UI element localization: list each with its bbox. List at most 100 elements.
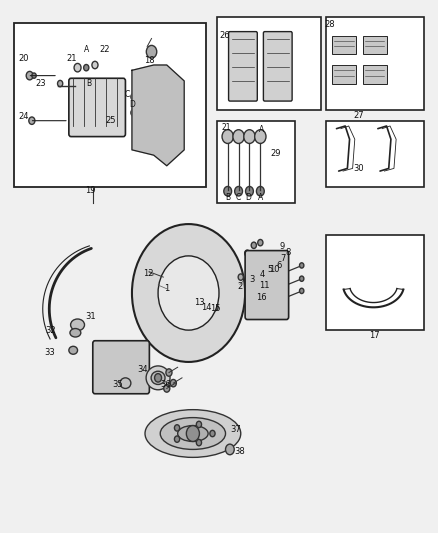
Text: 25: 25 — [106, 116, 117, 125]
Circle shape — [196, 421, 201, 427]
Circle shape — [198, 301, 203, 307]
Circle shape — [249, 269, 254, 275]
Ellipse shape — [167, 91, 176, 98]
Text: C: C — [125, 90, 130, 99]
Text: 15: 15 — [210, 304, 221, 313]
Text: A: A — [84, 45, 89, 54]
Text: A: A — [259, 125, 264, 134]
Text: 38: 38 — [234, 447, 245, 456]
Text: 7: 7 — [281, 254, 286, 263]
Bar — [325, 17, 424, 110]
Text: 37: 37 — [230, 425, 241, 434]
Circle shape — [246, 187, 253, 196]
Text: B: B — [86, 79, 91, 88]
Circle shape — [84, 64, 89, 71]
Bar — [363, 65, 387, 84]
Circle shape — [265, 259, 270, 265]
Circle shape — [244, 130, 255, 143]
Text: 20: 20 — [19, 54, 29, 62]
Circle shape — [224, 187, 232, 196]
Text: 9: 9 — [279, 243, 285, 252]
Text: 30: 30 — [353, 164, 364, 173]
Ellipse shape — [167, 107, 176, 114]
Text: 24: 24 — [19, 112, 29, 122]
Text: 4: 4 — [260, 270, 265, 279]
Text: 18: 18 — [144, 56, 155, 65]
Circle shape — [155, 374, 162, 382]
Ellipse shape — [132, 224, 245, 362]
FancyBboxPatch shape — [93, 341, 149, 394]
Ellipse shape — [69, 346, 78, 354]
Circle shape — [186, 425, 199, 441]
Ellipse shape — [131, 92, 142, 102]
Circle shape — [178, 280, 199, 306]
Text: D: D — [246, 193, 251, 202]
Circle shape — [300, 276, 304, 281]
Bar — [14, 22, 206, 187]
Text: 23: 23 — [35, 79, 46, 88]
Circle shape — [210, 430, 215, 437]
Text: B: B — [225, 193, 230, 202]
Circle shape — [300, 263, 304, 268]
Text: D: D — [129, 100, 135, 109]
Circle shape — [258, 239, 263, 246]
Circle shape — [222, 130, 233, 143]
Circle shape — [174, 425, 180, 431]
Ellipse shape — [151, 371, 165, 384]
Circle shape — [26, 71, 33, 80]
Text: 34: 34 — [138, 366, 148, 374]
Text: 16: 16 — [256, 293, 267, 302]
Circle shape — [235, 187, 243, 196]
Circle shape — [251, 242, 256, 248]
Circle shape — [257, 263, 262, 270]
Text: 32: 32 — [45, 326, 56, 335]
Text: 8: 8 — [285, 248, 290, 257]
Text: 29: 29 — [270, 149, 281, 158]
Ellipse shape — [260, 266, 273, 278]
Text: 31: 31 — [85, 312, 96, 321]
Circle shape — [205, 303, 210, 310]
Circle shape — [245, 250, 250, 256]
Bar — [363, 36, 387, 54]
Text: 10: 10 — [269, 265, 280, 273]
Polygon shape — [132, 65, 184, 166]
Ellipse shape — [178, 425, 208, 441]
Text: C: C — [236, 193, 241, 202]
FancyBboxPatch shape — [229, 31, 257, 101]
FancyBboxPatch shape — [245, 251, 289, 319]
Ellipse shape — [158, 256, 219, 330]
Text: 12: 12 — [143, 269, 154, 278]
Circle shape — [92, 61, 98, 69]
Text: 19: 19 — [85, 186, 96, 195]
Bar — [332, 36, 356, 54]
Circle shape — [256, 187, 264, 196]
Text: 1: 1 — [164, 284, 170, 293]
Text: 11: 11 — [259, 280, 270, 289]
Text: 17: 17 — [370, 331, 380, 340]
Circle shape — [174, 436, 180, 442]
Text: 22: 22 — [100, 45, 110, 54]
Circle shape — [226, 444, 234, 455]
Circle shape — [300, 288, 304, 294]
Circle shape — [146, 45, 157, 58]
Ellipse shape — [160, 418, 226, 449]
Text: 26: 26 — [220, 31, 230, 41]
Text: A: A — [258, 193, 263, 202]
Circle shape — [164, 385, 170, 392]
Text: 21: 21 — [221, 123, 231, 132]
Circle shape — [32, 73, 36, 78]
Text: 5: 5 — [268, 265, 273, 273]
Circle shape — [57, 80, 63, 87]
Circle shape — [213, 304, 218, 311]
Circle shape — [74, 63, 81, 72]
Ellipse shape — [145, 410, 241, 457]
Circle shape — [164, 273, 170, 281]
Text: 35: 35 — [113, 379, 124, 389]
Circle shape — [196, 439, 201, 446]
Ellipse shape — [120, 378, 131, 389]
Bar — [325, 235, 424, 330]
Text: 21: 21 — [67, 54, 77, 62]
Text: 14: 14 — [201, 303, 212, 312]
FancyBboxPatch shape — [263, 31, 292, 101]
Text: 3: 3 — [249, 275, 255, 284]
